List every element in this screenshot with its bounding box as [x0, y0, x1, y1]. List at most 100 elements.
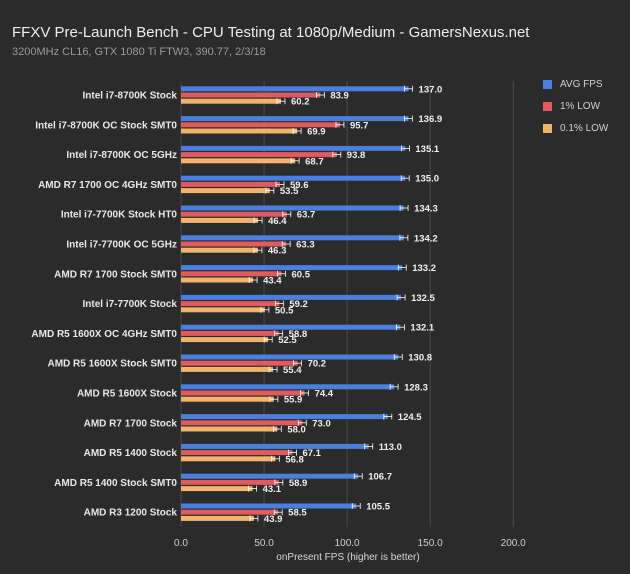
legend-item-avg-fps: AVG FPS: [543, 78, 627, 91]
value-label-1-low: 74.4: [315, 389, 334, 400]
value-label-1-low: 95.7: [350, 120, 369, 131]
category-label: Intel i7-7700K Stock: [83, 299, 178, 310]
value-label-0-1-low: 55.9: [284, 395, 303, 406]
bar-0-1-low: [181, 486, 253, 492]
value-label-1-low: 73.0: [312, 418, 331, 429]
bar-avg-fps: [181, 414, 388, 420]
value-label-0-1-low: 46.3: [268, 246, 287, 257]
value-label-1-low: 60.5: [291, 269, 310, 280]
bar-0-1-low: [181, 515, 254, 521]
category-label: AMD R7 1700 Stock SMT0: [54, 269, 177, 280]
bar-0-1-low: [181, 128, 298, 134]
value-label-0-1-low: 60.2: [291, 97, 310, 108]
bar-0-1-low: [181, 307, 265, 313]
value-label-1-low: 70.2: [308, 359, 327, 370]
bar-1-low: [181, 181, 280, 187]
value-label-0-1-low: 43.4: [263, 276, 282, 287]
bar-0-1-low: [181, 456, 276, 462]
value-label-0-1-low: 68.7: [305, 156, 324, 167]
value-label-1-low: 63.7: [297, 210, 316, 221]
bar-1-low: [181, 420, 303, 426]
value-label-avg-fps: 132.5: [411, 293, 435, 304]
value-label-avg-fps: 113.0: [379, 442, 402, 453]
category-label: Intel i7-7700K Stock HT0: [61, 210, 178, 221]
legend-label-01pct-low: 0.1% LOW: [560, 123, 609, 134]
x-tick-label: 200.0: [501, 538, 526, 549]
bar-1-low: [181, 450, 293, 456]
category-label: AMD R3 1200 Stock: [84, 508, 178, 519]
legend-swatch-01pct-low: [543, 124, 552, 133]
category-label: AMD R5 1400 Stock SMT0: [54, 478, 177, 489]
legend-label-avg-fps: AVG FPS: [560, 79, 603, 90]
value-label-0-1-low: 55.4: [283, 365, 302, 376]
x-tick-label: 50.0: [254, 538, 274, 549]
bar-avg-fps: [181, 384, 395, 390]
bar-0-1-low: [181, 98, 281, 104]
bar-avg-fps: [181, 265, 403, 271]
value-label-avg-fps: 136.9: [418, 114, 442, 125]
value-label-0-1-low: 46.4: [268, 216, 287, 227]
bar-0-1-low: [181, 366, 274, 372]
value-label-avg-fps: 130.8: [408, 353, 432, 364]
bar-avg-fps: [181, 86, 409, 92]
value-label-0-1-low: 69.9: [307, 127, 326, 138]
bar-avg-fps: [181, 503, 357, 509]
value-label-avg-fps: 105.5: [366, 502, 390, 513]
chart-subtitle: 3200MHz CL16, GTX 1080 Ti FTW3, 390.77, …: [12, 46, 266, 58]
value-label-1-low: 58.5: [288, 508, 307, 519]
chart-title: FFXV Pre-Launch Bench - CPU Testing at 1…: [12, 24, 530, 41]
bar-0-1-low: [181, 396, 274, 402]
bar-0-1-low: [181, 277, 254, 283]
category-label: AMD R5 1400 Stock: [84, 448, 178, 459]
bar-1-low: [181, 271, 282, 277]
category-label: AMD R5 1600X OC 4GHz SMT0: [31, 329, 177, 340]
value-label-0-1-low: 53.5: [280, 186, 299, 197]
value-label-1-low: 83.9: [330, 91, 349, 102]
bar-1-low: [181, 301, 280, 307]
bar-avg-fps: [181, 205, 405, 211]
bar-1-low: [181, 152, 337, 158]
value-label-1-low: 59.2: [289, 299, 308, 310]
bar-1-low: [181, 390, 305, 396]
bar-avg-fps: [181, 175, 406, 181]
bar-avg-fps: [181, 294, 402, 300]
category-label: AMD R7 1700 Stock: [84, 418, 178, 429]
legend-swatch-avg-fps: [543, 80, 552, 89]
category-label: Intel i7-7700K OC 5GHz: [66, 240, 177, 251]
value-label-1-low: 63.3: [296, 240, 315, 251]
value-label-1-low: 58.9: [289, 478, 308, 489]
bar-1-low: [181, 509, 279, 515]
value-label-1-low: 58.8: [289, 329, 308, 340]
legend-swatch-1pct-low: [543, 102, 552, 111]
value-label-0-1-low: 43.9: [264, 514, 283, 525]
bar-0-1-low: [181, 426, 278, 432]
bar-avg-fps: [181, 145, 406, 151]
value-label-0-1-low: 58.0: [287, 425, 306, 436]
value-label-0-1-low: 52.5: [278, 335, 297, 346]
category-label: Intel i7-8700K OC 5GHz: [66, 150, 177, 161]
category-label: Intel i7-8700K Stock: [83, 91, 178, 102]
bar-avg-fps: [181, 354, 399, 360]
value-label-avg-fps: 134.2: [414, 233, 438, 244]
value-label-avg-fps: 134.3: [414, 204, 438, 215]
value-label-avg-fps: 135.0: [415, 174, 439, 185]
value-label-avg-fps: 133.2: [412, 263, 436, 274]
value-label-avg-fps: 132.1: [410, 323, 434, 334]
category-label: Intel i7-8700K OC Stock SMT0: [35, 120, 177, 131]
bar-avg-fps: [181, 473, 359, 479]
bar-avg-fps: [181, 116, 409, 122]
bar-1-low: [181, 211, 287, 217]
value-label-0-1-low: 50.5: [275, 305, 294, 316]
bar-avg-fps: [181, 235, 404, 241]
x-tick-label: 150.0: [418, 538, 443, 549]
value-label-avg-fps: 137.0: [419, 84, 443, 95]
legend: AVG FPS 1% LOW 0.1% LOW: [543, 78, 627, 144]
bar-1-low: [181, 360, 298, 366]
category-label: AMD R5 1600X Stock SMT0: [48, 359, 178, 370]
value-label-1-low: 67.1: [302, 448, 321, 459]
value-label-0-1-low: 43.1: [263, 484, 282, 495]
value-label-1-low: 59.6: [290, 180, 309, 191]
bar-0-1-low: [181, 247, 258, 253]
bar-1-low: [181, 92, 321, 98]
